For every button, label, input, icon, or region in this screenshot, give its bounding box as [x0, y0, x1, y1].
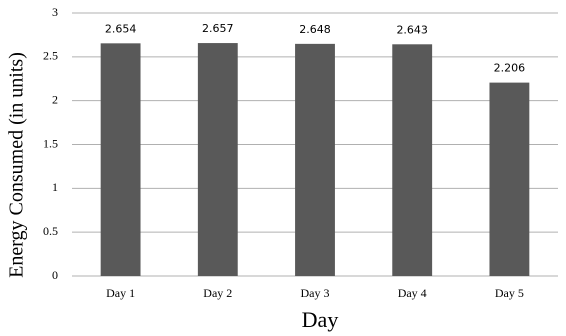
y-tick-label: 1.5: [43, 136, 58, 150]
data-label: 2.648: [299, 23, 331, 36]
data-label: 2.643: [396, 23, 428, 36]
x-tick-label: Day 1: [106, 286, 135, 300]
data-label: 2.206: [494, 62, 526, 75]
y-tick-label: 2: [52, 92, 58, 106]
x-tick-label: Day 4: [398, 286, 427, 300]
y-tick-label: 1: [52, 180, 58, 194]
x-axis-label: Day: [302, 307, 339, 332]
x-tick-label: Day 5: [495, 286, 524, 300]
y-tick-label: 3: [52, 5, 58, 19]
data-label: 2.654: [105, 22, 137, 35]
y-tick-label: 0: [52, 268, 58, 282]
bar: [197, 43, 238, 276]
bar: [489, 82, 530, 276]
y-axis-label: Energy Consumed (in units): [6, 52, 28, 278]
x-tick-label: Day 3: [301, 286, 330, 300]
bar: [295, 43, 335, 276]
y-tick-label: 0.5: [43, 224, 58, 238]
x-tick-label: Day 2: [203, 286, 232, 300]
y-tick-label: 2.5: [43, 49, 58, 63]
bar: [392, 44, 433, 277]
data-label: 2.657: [202, 22, 234, 35]
bar: [100, 43, 141, 276]
